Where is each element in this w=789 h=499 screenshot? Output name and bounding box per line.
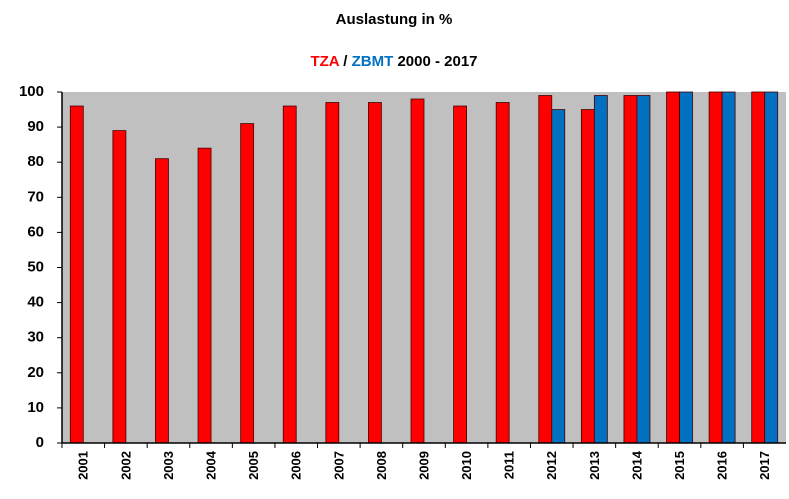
- legend-entry: TZA: [310, 53, 339, 70]
- bar: [69, 105, 84, 444]
- legend-entry: ZBMT: [352, 53, 394, 70]
- bar: [593, 95, 608, 444]
- x-tick-label: 2014: [629, 450, 644, 480]
- y-tick-label: 90: [27, 118, 44, 135]
- x-tick-label: 2008: [374, 451, 389, 480]
- y-tick-label: 0: [36, 434, 44, 451]
- x-tick-label: 2006: [289, 451, 304, 480]
- bar: [666, 91, 680, 444]
- bar: [197, 147, 212, 444]
- x-tick-label: 2015: [672, 451, 687, 480]
- x-tick-label: 2005: [246, 451, 261, 480]
- x-tick-label: 2007: [331, 451, 346, 480]
- y-tick-label: 80: [27, 153, 44, 170]
- bar: [636, 95, 651, 444]
- bar: [368, 102, 382, 444]
- x-tick-label: 2016: [715, 451, 730, 480]
- bar: [751, 91, 766, 444]
- bar: [551, 109, 566, 444]
- x-tick-label: 2017: [757, 451, 772, 480]
- bar: [282, 105, 297, 444]
- bar: [721, 91, 736, 444]
- x-tick-label: 2012: [544, 451, 559, 480]
- bar: [679, 91, 693, 444]
- x-tick-label: 2011: [502, 451, 517, 479]
- x-tick-label: 2013: [587, 451, 602, 480]
- y-tick-label: 30: [27, 329, 44, 346]
- bar: [495, 102, 510, 444]
- bar: [764, 91, 779, 444]
- y-tick-label: 20: [27, 364, 44, 381]
- y-tick-label: 10: [27, 399, 44, 416]
- bar: [453, 105, 467, 444]
- x-tick-label: 2001: [76, 451, 91, 480]
- x-tick-label: 2002: [118, 451, 133, 480]
- subtitle-separator: /: [343, 53, 348, 70]
- y-tick-label: 50: [27, 258, 44, 275]
- bar: [580, 109, 595, 444]
- bar: [240, 123, 255, 444]
- y-tick-label: 40: [27, 294, 44, 311]
- x-tick-label: 2004: [203, 450, 218, 480]
- bar: [325, 102, 340, 444]
- bar: [623, 95, 638, 444]
- bar: [112, 130, 127, 444]
- chart-title: Auslastung in %: [336, 11, 453, 28]
- bar: [708, 91, 723, 444]
- y-tick-label: 60: [27, 223, 44, 240]
- bar: [538, 95, 553, 444]
- chart-subtitle: TZA / ZBMT 2000 - 2017: [310, 53, 477, 70]
- y-tick-label: 100: [19, 83, 44, 100]
- bar: [410, 98, 425, 444]
- x-tick-label: 2003: [161, 451, 176, 480]
- subtitle-years: 2000 - 2017: [397, 53, 477, 70]
- x-tick-label: 2009: [416, 451, 431, 480]
- y-tick-label: 70: [27, 188, 44, 205]
- x-tick-label: 2010: [459, 451, 474, 480]
- bar: [155, 158, 169, 444]
